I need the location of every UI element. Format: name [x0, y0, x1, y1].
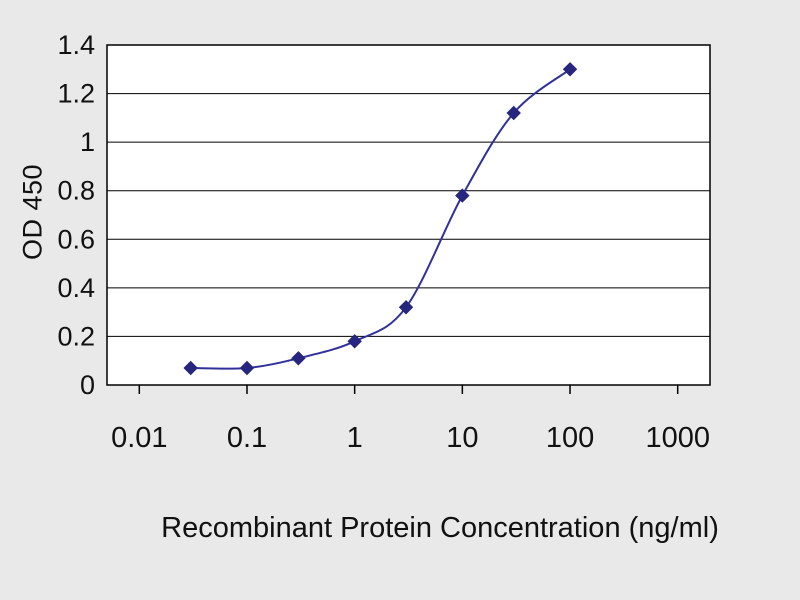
- y-tick-label: 0.6: [57, 224, 95, 254]
- y-tick-label: 0: [80, 370, 95, 400]
- data-point-marker: [347, 334, 362, 349]
- y-tick-label: 1: [80, 127, 95, 157]
- x-tick-label: 1: [347, 422, 363, 454]
- x-tick-label: 1000: [645, 422, 710, 454]
- y-tick-label: 0.4: [57, 273, 95, 303]
- plot-area: [106, 44, 711, 386]
- x-tick-label: 0.01: [111, 422, 167, 454]
- data-point-marker: [562, 62, 578, 77]
- x-tick-label: 100: [546, 422, 594, 454]
- y-tick-label: 1.2: [57, 79, 95, 109]
- y-tick-label: 0.8: [57, 176, 95, 206]
- x-tick-label: 10: [446, 422, 478, 454]
- data-point-marker: [455, 188, 470, 203]
- data-point-marker: [239, 360, 255, 376]
- x-tick-label: 0.1: [227, 422, 267, 454]
- x-axis-title: Recombinant Protein Concentration (ng/ml…: [161, 512, 719, 544]
- data-point-marker: [398, 300, 414, 315]
- y-tick-label: 0.2: [57, 321, 95, 351]
- series-line: [190, 68, 571, 370]
- y-tick-label: 1.4: [57, 30, 95, 60]
- y-axis-title: OD 450: [17, 163, 48, 261]
- data-point-marker: [183, 360, 198, 376]
- data-point-marker: [291, 351, 306, 366]
- data-point-marker: [506, 105, 521, 121]
